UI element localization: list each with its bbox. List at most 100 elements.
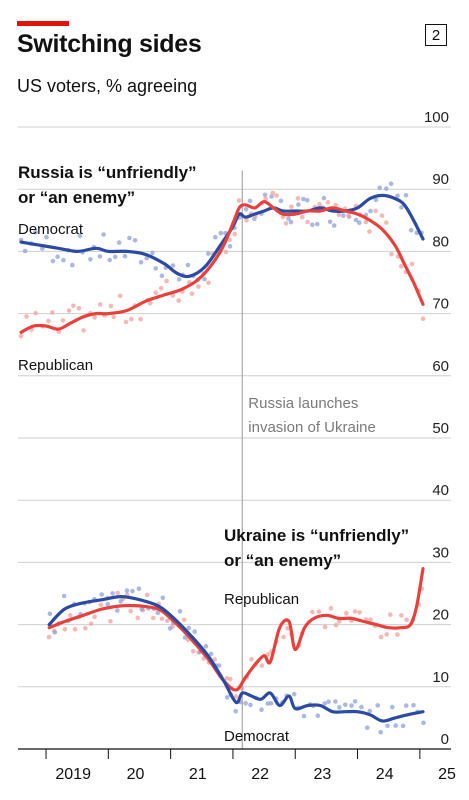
survey-dot-ukraine-republican (151, 615, 156, 621)
survey-dot-russia-democrat (97, 254, 103, 259)
y-tick-label-40: 40 (432, 482, 449, 499)
survey-dot-ukraine-democrat (390, 704, 395, 710)
survey-dot-ukraine-republican (316, 609, 322, 614)
survey-dot-ukraine-democrat (337, 705, 342, 710)
survey-dot-ukraine-democrat (343, 702, 348, 708)
survey-dot-ukraine-democrat (115, 608, 120, 613)
survey-dot-russia-republican (147, 301, 153, 306)
survey-dot-russia-republican (389, 251, 394, 257)
ukraine-republican-label: Republican (224, 591, 299, 608)
survey-dot-russia-republican (384, 220, 389, 225)
survey-dot-ukraine-democrat (400, 723, 406, 729)
survey-dot-ukraine-democrat (99, 592, 104, 597)
survey-dot-ukraine-democrat (118, 599, 123, 604)
survey-dot-ukraine-democrat (326, 699, 331, 704)
survey-dot-russia-democrat (22, 248, 28, 254)
survey-dot-russia-democrat (286, 216, 291, 221)
chart-subtitle: US voters, % agreeing (17, 76, 198, 96)
invasion-annotation-line-2: invasion of Ukraine (248, 419, 376, 436)
y-tick-label-0: 0 (441, 731, 449, 748)
survey-dot-ukraine-democrat (367, 708, 373, 714)
survey-dot-russia-democrat (144, 255, 149, 261)
survey-dot-ukraine-democrat (216, 663, 222, 668)
survey-dot-russia-republican (71, 303, 76, 309)
survey-dot-russia-republican (176, 298, 181, 303)
survey-dot-ukraine-republican (333, 622, 339, 628)
russia-heading-line-2: or “an enemy” (18, 188, 135, 207)
survey-dot-russia-democrat (262, 192, 268, 198)
survey-dot-ukraine-republican (368, 617, 373, 622)
survey-dot-russia-democrat (127, 235, 132, 241)
survey-dot-russia-democrat (377, 185, 383, 191)
survey-dot-russia-democrat (88, 257, 93, 262)
survey-dot-ukraine-democrat (160, 595, 166, 601)
survey-dot-ukraine-democrat (52, 630, 58, 635)
survey-dot-russia-republican (153, 290, 159, 296)
survey-dot-russia-democrat (399, 205, 404, 210)
survey-dot-russia-republican (317, 201, 322, 207)
x-tick-label-2022: 22 (251, 766, 269, 783)
survey-dot-russia-republican (97, 302, 103, 307)
survey-dot-ukraine-republican (46, 634, 52, 640)
survey-dot-russia-republican (325, 200, 331, 205)
survey-dot-russia-republican (196, 284, 201, 289)
survey-dot-russia-republican (289, 204, 294, 210)
survey-dot-russia-democrat (116, 240, 122, 245)
y-tick-label-50: 50 (432, 420, 449, 437)
survey-dot-russia-republican (379, 213, 385, 218)
survey-dot-ukraine-democrat (155, 610, 161, 615)
survey-dot-ukraine-democrat (378, 729, 384, 735)
survey-dot-ukraine-republican (404, 617, 409, 623)
survey-dot-ukraine-democrat (105, 601, 110, 607)
survey-dot-russia-democrat (357, 220, 362, 225)
survey-dot-russia-democrat (243, 207, 249, 212)
survey-dot-russia-republican (50, 310, 55, 315)
survey-dot-russia-democrat (278, 198, 284, 204)
survey-dot-ukraine-democrat (259, 707, 264, 712)
survey-dot-russia-republican (111, 314, 116, 320)
survey-dot-ukraine-republican (285, 626, 291, 631)
survey-dot-russia-democrat (341, 213, 346, 218)
survey-dot-ukraine-republican (228, 676, 233, 682)
survey-dot-ukraine-democrat (243, 701, 248, 706)
survey-dot-ukraine-republican (165, 618, 170, 623)
survey-dot-ukraine-democrat (136, 586, 142, 592)
survey-dot-ukraine-republican (233, 694, 239, 699)
survey-dot-russia-democrat (403, 193, 409, 198)
survey-dot-russia-republican (92, 315, 97, 320)
survey-dot-ukraine-democrat (393, 723, 399, 728)
survey-dot-ukraine-republican (388, 612, 393, 617)
survey-dot-ukraine-republican (135, 615, 141, 621)
survey-dot-ukraine-democrat (333, 699, 338, 704)
survey-dot-ukraine-republican (83, 625, 88, 631)
annotations: Russia launches invasion of Ukraine Russ… (18, 163, 409, 745)
survey-dot-russia-democrat (202, 276, 207, 282)
survey-dot-russia-democrat (77, 233, 83, 239)
survey-dot-ukraine-republican (159, 616, 165, 622)
survey-dot-ukraine-republican (108, 619, 113, 624)
survey-dot-ukraine-republican (249, 657, 254, 662)
survey-dot-ukraine-republican (281, 634, 286, 640)
survey-dot-russia-democrat (170, 263, 176, 268)
survey-dot-russia-republican (409, 261, 415, 267)
survey-dot-ukraine-democrat (167, 626, 173, 631)
survey-dot-russia-democrat (185, 262, 191, 268)
survey-dot-russia-republican (206, 280, 211, 286)
survey-dot-russia-democrat (305, 198, 310, 203)
survey-dot-ukraine-republican (88, 621, 94, 626)
survey-dot-ukraine-republican (181, 617, 187, 623)
survey-dot-ukraine-democrat (61, 593, 67, 599)
survey-dot-ukraine-democrat (139, 607, 145, 612)
survey-dot-ukraine-republican (337, 619, 342, 624)
survey-dot-russia-democrat (388, 181, 394, 186)
survey-dot-ukraine-democrat (224, 695, 230, 700)
survey-dot-russia-democrat (122, 253, 128, 259)
trend-line-russia-republican (19, 200, 425, 334)
ukraine-democrat-label: Democrat (224, 728, 290, 745)
survey-dot-ukraine-democrat (268, 701, 274, 706)
survey-dot-russia-republican (336, 212, 342, 218)
russia-democrat-label: Democrat (18, 221, 84, 238)
survey-dot-russia-democrat (218, 230, 224, 236)
survey-dot-russia-republican (305, 219, 310, 225)
